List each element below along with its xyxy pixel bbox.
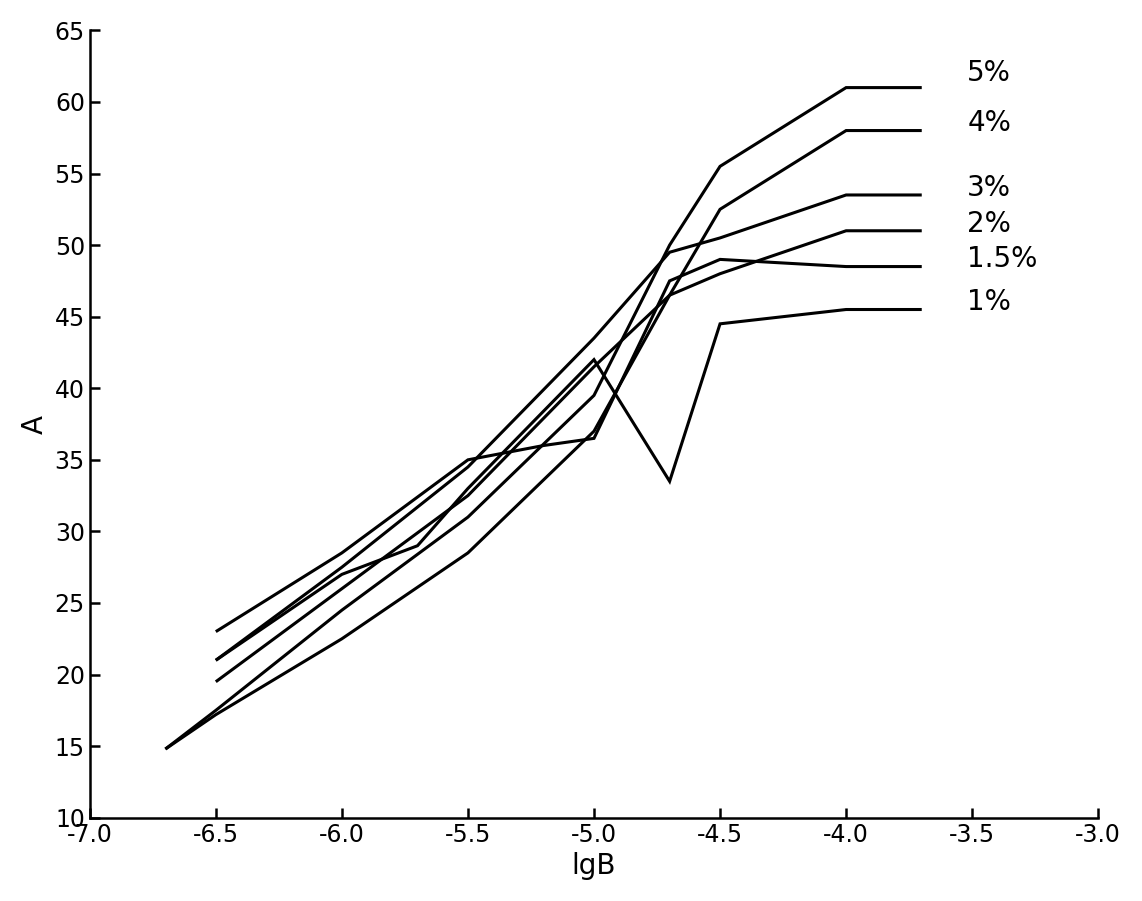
X-axis label: lgB: lgB xyxy=(572,852,617,880)
Text: 2%: 2% xyxy=(967,210,1011,238)
Text: 4%: 4% xyxy=(967,109,1011,137)
Text: 5%: 5% xyxy=(967,59,1011,87)
Text: 1%: 1% xyxy=(967,288,1011,316)
Y-axis label: A: A xyxy=(21,414,49,433)
Text: 1.5%: 1.5% xyxy=(967,245,1037,273)
Text: 3%: 3% xyxy=(967,174,1011,202)
